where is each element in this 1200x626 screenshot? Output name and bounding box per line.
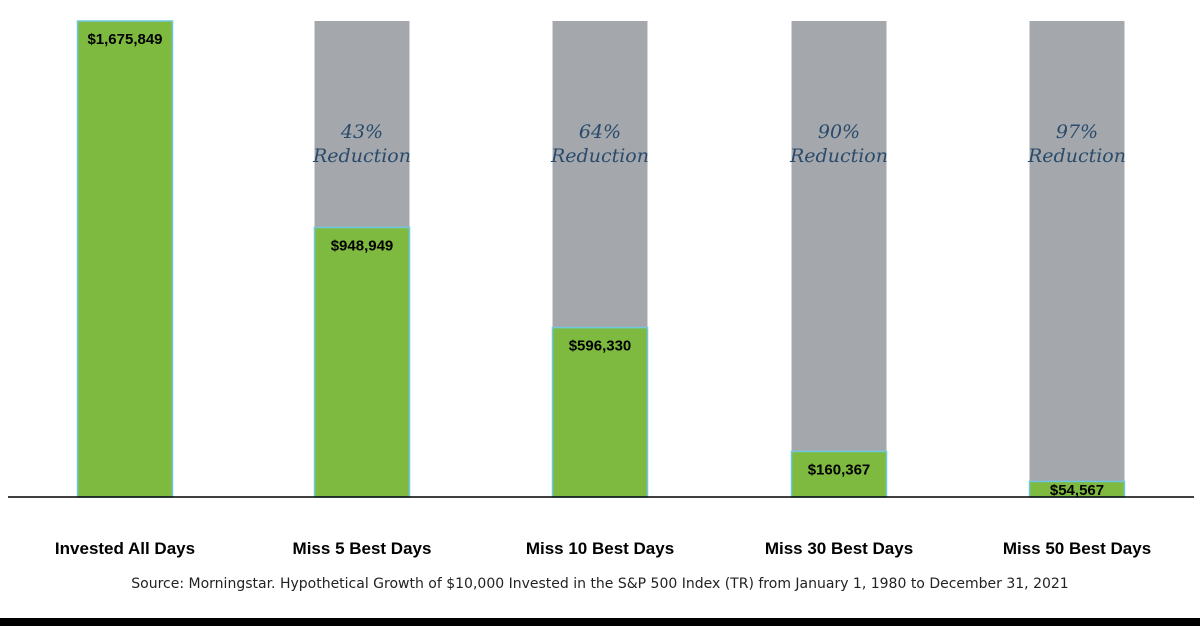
value-bar-3 — [790, 450, 888, 498]
bar-value-label-4: $54,567 — [1050, 482, 1104, 499]
bar-value-label-3: $160,367 — [808, 461, 871, 478]
remainder-bar-2 — [552, 21, 648, 328]
category-label-2: Miss 10 Best Days — [526, 539, 674, 558]
value-bar-1 — [313, 226, 411, 498]
category-label-4: Miss 50 Best Days — [1003, 539, 1151, 558]
reduction-word-3: Reduction — [789, 145, 888, 167]
bars-layer — [76, 20, 1126, 498]
remainder-bar-3 — [791, 21, 887, 452]
category-label-0: Invested All Days — [55, 539, 195, 558]
value-bar-0 — [76, 20, 174, 498]
remainder-bar-4 — [1029, 21, 1125, 482]
reduction-percent-2: 64% — [579, 121, 621, 143]
reduction-percent-1: 43% — [340, 121, 383, 143]
bar-value-label-2: $596,330 — [569, 338, 632, 355]
remainder-bar-1 — [314, 21, 410, 228]
reduction-word-2: Reduction — [550, 145, 649, 167]
category-label-3: Miss 30 Best Days — [765, 539, 913, 558]
reduction-word-1: Reduction — [312, 145, 411, 167]
bar-value-label-0: $1,675,849 — [87, 31, 162, 48]
value-bar-2 — [551, 326, 649, 498]
category-label-1: Miss 5 Best Days — [293, 539, 432, 558]
bar-value-label-1: $948,949 — [331, 237, 394, 254]
reduction-percent-3: 90% — [818, 121, 860, 143]
bottom-band — [0, 618, 1200, 626]
source-note: Source: Morningstar. Hypothetical Growth… — [131, 576, 1069, 592]
reduction-word-4: Reduction — [1027, 145, 1126, 167]
reduction-percent-4: 97% — [1056, 121, 1098, 143]
